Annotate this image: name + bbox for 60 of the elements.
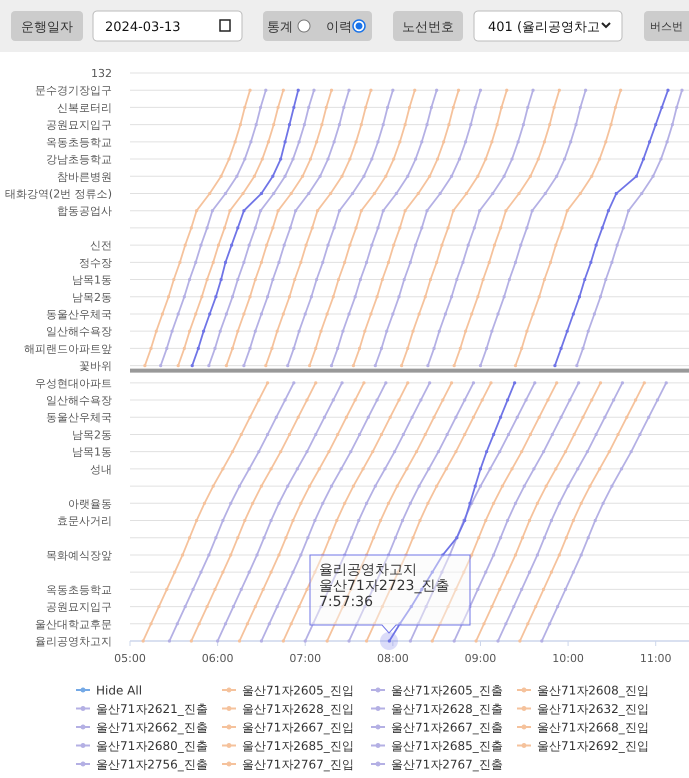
- y-tick-label: 태화강역(2번 정류소): [4, 187, 112, 200]
- legend-label: 울산71자2667_진출: [391, 720, 503, 734]
- y-tick-label: 남목1동: [72, 274, 112, 287]
- annotation: 율리공영차고지: [319, 562, 417, 578]
- legend-label: 울산71자2608_진입: [537, 684, 649, 698]
- legend-label: 울산71자2756_진출: [96, 758, 208, 772]
- legend-label: 울산71자2680_진출: [96, 739, 208, 753]
- y-tick-label: 성내: [90, 462, 112, 476]
- y-tick-label: 옥동초등학교: [46, 583, 112, 596]
- legend-label: 울산71자2685_진출: [391, 739, 503, 753]
- x-tick-label: 06:00: [202, 652, 234, 665]
- legend-label: 울산71자2662_진출: [96, 720, 208, 734]
- y-tick-label: 합동공업사: [57, 204, 112, 218]
- y-tick-label: 공원묘지입구: [46, 118, 112, 132]
- y-tick-label: 옥동초등학교: [46, 136, 112, 149]
- legend-label: 울산71자2621_진출: [96, 702, 208, 716]
- y-tick-label: 강남초등학교: [46, 153, 112, 166]
- annotation: 7:57:36: [319, 594, 374, 610]
- y-tick-label: 율리공영차고지: [35, 635, 112, 648]
- legend-label: 울산71자2685_진입: [242, 739, 354, 753]
- y-tick-label: 일산해수욕장: [46, 394, 112, 408]
- x-tick-label: 10:00: [552, 652, 584, 665]
- y-tick-label: 우성현대아파트: [35, 376, 112, 390]
- legend-label: 울산71자2605_진출: [391, 684, 503, 698]
- y-tick-label: 공원묘지입구: [46, 600, 112, 614]
- y-tick-label: 신복로터리: [57, 101, 112, 114]
- legend-label: 울산71자2632_진입: [537, 702, 649, 716]
- legend-label: 울산71자2667_진입: [242, 720, 354, 734]
- y-tick-label: 목화예식장앞: [46, 548, 112, 562]
- legend-label: 울산71자2668_진입: [537, 720, 649, 734]
- y-tick-label: 132: [91, 67, 112, 80]
- legend-label: 울산71자2692_진입: [537, 739, 649, 753]
- legend-label: 울산71자2628_진출: [391, 702, 503, 716]
- y-tick-label: 남목2동: [72, 428, 112, 442]
- x-tick-label: 11:00: [640, 652, 672, 665]
- y-tick-label: 울산대학교후문: [35, 618, 112, 631]
- legend-label: 울산71자2628_진입: [242, 702, 354, 716]
- controls: 운행일자 2024-03-13 통계 이력 노선번호 401 (율리공영차고 버스번: [11, 10, 689, 42]
- legend-label: 울산71자2767_진출: [391, 758, 503, 772]
- x-tick-label: 05:00: [114, 652, 146, 665]
- legend-label: 울산71자2605_진입: [242, 684, 354, 698]
- y-tick-label: 일산해수욕장: [46, 325, 112, 338]
- y-tick-label: 신전: [90, 239, 112, 252]
- y-tick-label: 정수장: [79, 256, 112, 270]
- y-tick-label: 아랫율동: [68, 497, 112, 510]
- x-tick-label: 07:00: [289, 652, 322, 665]
- y-tick-label: 남목2동: [72, 290, 112, 304]
- x-tick-label: 08:00: [377, 652, 409, 665]
- y-tick-label: 남목1동: [72, 446, 112, 459]
- annotation: 울산71자2723_진출: [319, 578, 450, 594]
- y-tick-label: 동울산우체국: [46, 411, 112, 424]
- y-tick-label: 꽃바위: [79, 360, 112, 373]
- y-tick-label: 효문사거리: [57, 514, 112, 528]
- y-tick-label: 참바른병원: [57, 170, 112, 184]
- legend-label: 울산71자2767_진입: [242, 758, 354, 772]
- legend-title: Hide All: [96, 684, 142, 698]
- x-tick-label: 09:00: [464, 652, 496, 665]
- y-tick-label: 문수경기장입구: [35, 84, 112, 98]
- y-tick-label: 해피랜드아파트앞: [24, 342, 112, 356]
- y-tick-label: 동울산우체국: [46, 308, 112, 321]
